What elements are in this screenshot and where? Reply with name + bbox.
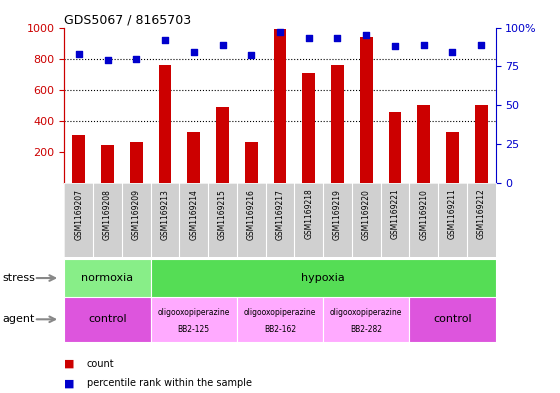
Text: GSM1169219: GSM1169219 xyxy=(333,189,342,240)
Point xyxy=(103,57,112,63)
Bar xyxy=(302,73,315,183)
Point xyxy=(276,29,284,35)
Bar xyxy=(130,142,143,183)
Bar xyxy=(187,132,200,183)
Point xyxy=(161,37,170,43)
Point xyxy=(132,55,141,62)
Text: BB2-282: BB2-282 xyxy=(350,325,382,334)
Text: normoxia: normoxia xyxy=(81,273,134,283)
Bar xyxy=(417,105,430,183)
Text: agent: agent xyxy=(3,314,35,324)
Bar xyxy=(409,297,496,342)
Text: control: control xyxy=(88,314,127,324)
Text: GSM1169214: GSM1169214 xyxy=(189,189,198,240)
Text: GSM1169207: GSM1169207 xyxy=(74,189,83,240)
Bar xyxy=(151,259,496,297)
Bar xyxy=(475,105,488,183)
Bar xyxy=(64,259,151,297)
Text: oligooxopiperazine: oligooxopiperazine xyxy=(157,308,230,317)
Point xyxy=(362,32,371,39)
Bar xyxy=(72,136,85,183)
Text: GSM1169221: GSM1169221 xyxy=(390,189,399,239)
Bar xyxy=(446,132,459,183)
Text: control: control xyxy=(433,314,472,324)
Bar xyxy=(101,145,114,183)
Point xyxy=(218,41,227,48)
Text: stress: stress xyxy=(3,273,36,283)
Text: GSM1169209: GSM1169209 xyxy=(132,189,141,240)
Text: BB2-125: BB2-125 xyxy=(178,325,210,334)
Bar xyxy=(158,65,171,183)
Bar xyxy=(216,107,229,183)
Text: GSM1169213: GSM1169213 xyxy=(161,189,170,240)
Bar xyxy=(64,297,151,342)
Text: GSM1169210: GSM1169210 xyxy=(419,189,428,240)
Text: GSM1169212: GSM1169212 xyxy=(477,189,486,239)
Bar xyxy=(245,142,258,183)
Point xyxy=(390,43,399,49)
Point xyxy=(74,51,83,57)
Text: BB2-162: BB2-162 xyxy=(264,325,296,334)
Point xyxy=(419,41,428,48)
Bar xyxy=(389,112,402,183)
Point xyxy=(189,49,198,55)
Bar xyxy=(331,65,344,183)
Text: GSM1169218: GSM1169218 xyxy=(304,189,313,239)
Point xyxy=(333,35,342,42)
Bar xyxy=(237,297,323,342)
Bar xyxy=(360,37,373,183)
Text: GSM1169216: GSM1169216 xyxy=(247,189,256,240)
Point xyxy=(477,41,486,48)
Text: ■: ■ xyxy=(64,358,78,369)
Bar xyxy=(323,297,409,342)
Text: oligooxopiperazine: oligooxopiperazine xyxy=(244,308,316,317)
Text: GSM1169211: GSM1169211 xyxy=(448,189,457,239)
Text: oligooxopiperazine: oligooxopiperazine xyxy=(330,308,403,317)
Point xyxy=(247,52,256,59)
Text: GSM1169208: GSM1169208 xyxy=(103,189,112,240)
Point xyxy=(448,49,457,55)
Text: GSM1169220: GSM1169220 xyxy=(362,189,371,240)
Text: GDS5067 / 8165703: GDS5067 / 8165703 xyxy=(64,13,192,26)
Text: hypoxia: hypoxia xyxy=(301,273,345,283)
Text: GSM1169215: GSM1169215 xyxy=(218,189,227,240)
Point xyxy=(304,35,313,42)
Text: ■: ■ xyxy=(64,378,78,388)
Bar xyxy=(151,297,237,342)
Text: percentile rank within the sample: percentile rank within the sample xyxy=(87,378,252,388)
Bar xyxy=(273,29,287,183)
Text: GSM1169217: GSM1169217 xyxy=(276,189,284,240)
Text: count: count xyxy=(87,358,114,369)
